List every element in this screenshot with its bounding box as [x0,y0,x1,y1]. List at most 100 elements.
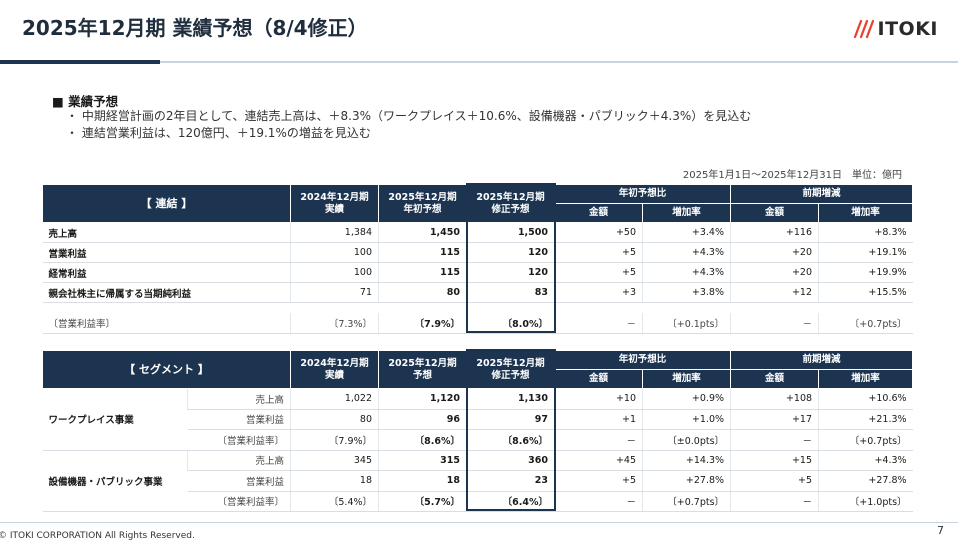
row-label: 親会社株主に帰属する当期純利益 [42,282,291,303]
cell-d_amt: － [554,429,643,451]
copyright: © ITOKI CORPORATION All Rights Reserved. [0,531,195,541]
cell-v2024: 〔7.9%〕 [290,429,379,451]
cell-d_amt: +5 [554,262,643,283]
cell-initial: 315 [378,450,467,471]
cell-revised: 97 [466,409,555,430]
cell-d_amt: +50 [554,222,643,243]
table2-col-2025-revised: 2025年12月期 修正予想 [466,350,556,389]
cell-v2024: 345 [290,450,379,471]
cell-d_amt: +3 [554,282,643,303]
cell-revised: 23 [466,470,555,492]
cell-revised: 1,130 [466,388,555,410]
row-label: 営業利益 [42,242,291,263]
table2-group-vs-prev: 前期増減 [730,350,914,370]
cell-d_rate: +14.3% [642,450,731,471]
table1-sub-rate: 増加率 [641,203,732,223]
table-row: 営業利益 80 96 97 +1 +1.0% +17 +21.3% [43,409,913,430]
table-row: 売上高 1,384 1,450 1,500 +50 +3.4% +116 +8.3% [42,222,913,243]
cell-initial: 〔7.9%〕 [378,313,467,334]
cell-v2024: 18 [290,470,379,492]
bullet-operating-income: ・ 連結営業利益は、120億円、＋19.1%の増益を見込む [66,126,371,140]
cell-v2024: 80 [290,409,379,430]
table-row-margin: 〔営業利益率〕 〔7.3%〕 〔7.9%〕 〔8.0%〕－〔+0.1pts〕－〔+0.… [42,313,913,334]
cell-d_rate: +1.0% [642,409,731,430]
row-label: 〔営業利益率〕 [42,313,291,334]
cell-p_rate: +8.3% [818,222,913,243]
table1-sub-amount: 金額 [554,203,643,223]
cell-p_rate: 〔+0.7pts〕 [818,429,913,451]
table1-sub-amount: 金額 [730,203,820,223]
cell-d_rate: +3.8% [641,282,731,303]
cell-revised: 〔8.6%〕 [466,429,555,451]
cell-v2024: 〔7.3%〕 [290,313,379,334]
cell-d_amt: +1 [554,409,643,430]
header-rule-accent [0,60,160,64]
cell-revised: 83 [466,282,555,303]
cell-d_rate: 〔+0.1pts〕 [641,313,731,334]
table2-col-2024: 2024年12月期 実績 [290,350,380,389]
itoki-logo-mark-icon [853,19,874,39]
row-item: 〔営業利益率〕 [187,491,291,512]
segment-forecast-table: 【 セグメント 】 2024年12月期 実績 2025年12月期 予想 2025… [41,350,914,512]
logo-text: ITOKI [877,18,938,40]
table1-group-vs-initial: 年初予想比 [553,184,732,204]
cell-d_rate: 〔+0.7pts〕 [642,491,731,512]
cell-p_amt: +20 [730,242,819,263]
cell-v2024: 〔5.4%〕 [290,491,379,512]
bullet-sales: ・ 中期経営計画の2年目として、連結売上高は、＋8.3%（ワークプレイス＋10.… [66,109,752,123]
cell-d_amt: +45 [554,450,643,471]
consolidated-forecast-table: 【 連結 】 2024年12月期 実績 2025年12月期 年初予想 2025年… [42,184,914,334]
cell-p_rate: +19.1% [818,242,913,263]
cell-v2024: 100 [290,242,379,263]
row-label: 売上高 [42,222,291,243]
cell-d_amt: +5 [554,242,643,263]
table-row: 経常利益 100 115 120 +5 +4.3% +20 +19.9% [42,262,913,283]
table2-sub-amount: 金額 [730,369,820,389]
table-row: 〔営業利益率〕 〔5.4%〕 〔5.7%〕 〔6.4%〕－〔+0.7pts〕－〔+1.… [43,491,913,512]
cell-v2024: 1,022 [290,388,379,410]
cell-initial: 1,450 [378,222,467,243]
cell-p_rate: +4.3% [818,450,913,471]
table-row: 営業利益 18 18 23 +5 +27.8% +5 +27.8% [43,470,913,492]
cell-initial: 96 [378,409,467,430]
cell-revised: 120 [466,242,555,263]
cell-v2024: 71 [290,282,379,303]
table-row: 設備機器・パブリック事業 売上高 345 315 360 +45 +14.3% +15 +4.3… [42,450,913,512]
table1-corner: 【 連結 】 [42,184,291,223]
cell-p_rate: 〔+0.7pts〕 [818,313,913,334]
table1-group-vs-prev: 前期増減 [730,184,914,204]
cell-initial: 115 [378,262,467,283]
row-item: 売上高 [186,450,291,471]
cell-d_rate: +4.3% [641,242,731,263]
table2-sub-rate: 増加率 [818,369,914,389]
page-number: 7 [937,524,944,537]
row-item: 売上高 [186,388,291,410]
cell-p_rate: +15.5% [818,282,913,303]
table-row: ワークプレイス事業 売上高 1,022 1,120 1,130 +10 +0.9% +108 +… [42,388,913,451]
cell-initial: 115 [378,242,467,263]
cell-v2024: 100 [290,262,379,283]
cell-initial: 〔8.6%〕 [378,429,467,451]
cell-d_amt: － [554,313,643,334]
cell-p_amt: +5 [730,470,819,492]
cell-d_rate: +4.3% [641,262,731,283]
table2-col-2025-initial: 2025年12月期 予想 [378,350,468,389]
table2-sub-rate: 増加率 [642,369,732,389]
table1-sub-rate: 増加率 [818,203,914,223]
cell-p_amt: － [730,491,819,512]
cell-d_rate: 〔±0.0pts〕 [642,429,731,451]
header-rule [160,61,958,63]
cell-initial: 〔5.7%〕 [378,491,467,512]
cell-p_rate: +19.9% [818,262,913,283]
table-row: 〔営業利益率〕 〔7.9%〕 〔8.6%〕 〔8.6%〕－〔±0.0pts〕－〔+0.… [43,429,913,451]
cell-initial: 18 [378,470,467,492]
row-item: 〔営業利益率〕 [187,429,291,451]
cell-revised: 360 [466,450,555,471]
table2-corner: 【 セグメント 】 [41,350,292,389]
cell-p_amt: +108 [730,388,819,410]
segment-name: 設備機器・パブリック事業 [42,450,188,512]
cell-revised: 1,500 [466,222,555,243]
table2-group-vs-initial: 年初予想比 [554,350,732,370]
row-item: 営業利益 [187,470,291,492]
cell-p_amt: +12 [730,282,819,303]
